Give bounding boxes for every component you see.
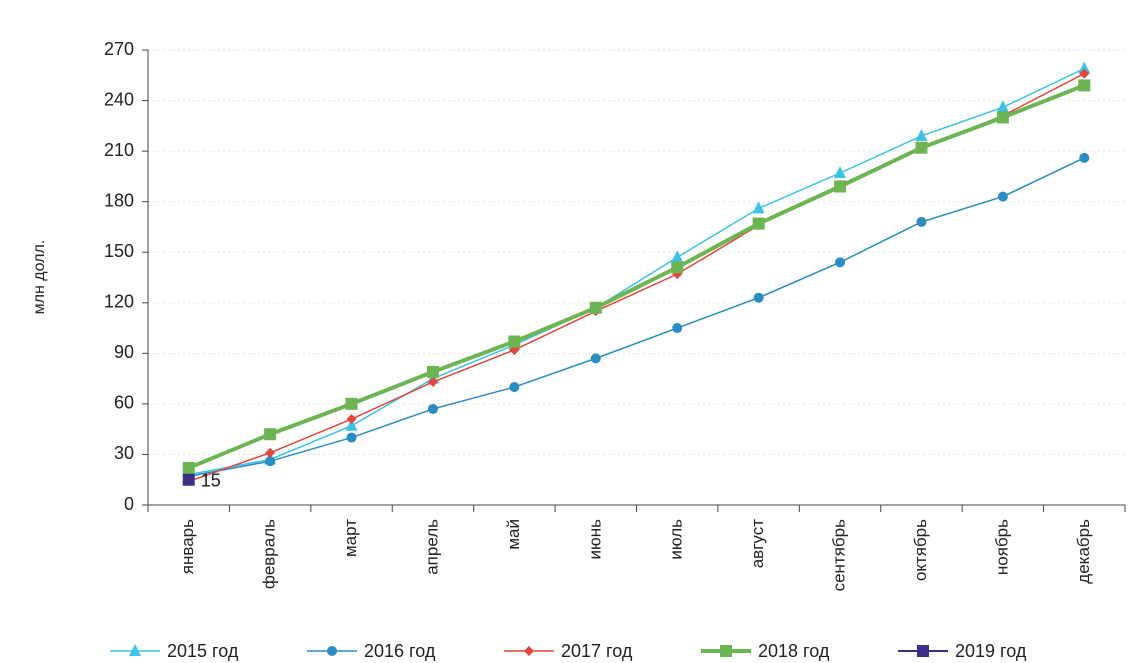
data-point [834,180,847,193]
y-tick-label: 180 [104,190,134,210]
data-point [346,414,357,425]
data-point [345,397,358,410]
y-tick-label: 120 [104,292,134,312]
data-point [1079,68,1090,79]
data-point [264,428,277,441]
x-tick-label: апрель [422,519,441,575]
legend-marker [524,646,534,656]
data-point [752,201,765,214]
y-tick-label: 0 [124,494,134,514]
y-tick-label: 150 [104,241,134,261]
data-point [427,403,438,414]
legend-label: 2015 год [167,641,239,661]
data-point [182,461,195,474]
legend: 2015 год 2016 год 2017 год 2018 год 2019 год [110,641,1027,661]
data-point [508,335,521,348]
data-point [182,473,195,486]
y-tick-label: 60 [114,393,134,413]
y-tick-label: 240 [104,89,134,109]
data-label: 15 [201,470,221,490]
data-point [671,250,684,263]
data-point [996,111,1009,124]
data-point [589,301,602,314]
x-tick-label: сентябрь [830,519,849,592]
legend-label: 2018 год [758,641,830,661]
data-point [1078,61,1091,74]
legend-marker [917,645,929,657]
data-point [265,456,276,467]
data-point [835,257,846,268]
data-point [672,323,683,334]
series-line [187,83,1086,470]
x-tick-label: ноябрь [992,519,1011,575]
x-tick-label: август [748,519,767,568]
data-point [426,365,439,378]
x-tick-label: май [504,519,523,550]
data-point [997,191,1008,202]
y-axis-label: млн долл. [31,240,48,315]
data-point [265,447,276,458]
data-point [915,128,928,141]
data-point [1078,79,1091,92]
data-point [915,141,928,154]
data-point [509,382,520,393]
y-tick-label: 210 [104,140,134,160]
legend-marker [129,644,141,656]
data-point [590,353,601,364]
data-point [753,292,764,303]
data-point [1079,152,1090,163]
data-point [834,166,847,179]
data-point [752,217,765,230]
x-tick-label: июль [667,519,686,560]
series-line [188,72,1085,483]
x-tick-label: октябрь [911,519,930,581]
x-tick-label: январь [178,519,197,574]
x-tick-label: март [341,519,360,557]
data-point [916,216,927,227]
x-tick-label: февраль [260,519,279,589]
data-point [671,261,684,274]
series-line [188,67,1085,476]
y-tick-label: 90 [114,342,134,362]
x-tick-label: июнь [585,519,604,560]
y-tick-label: 30 [114,443,134,463]
legend-marker [720,645,732,657]
legend-label: 2016 год [364,641,436,661]
data-point [346,432,357,443]
legend-label: 2019 год [955,641,1027,661]
data-point [427,376,438,387]
y-tick-label: 270 [104,39,134,59]
data-point [996,100,1009,113]
x-tick-label: декабрь [1074,519,1093,584]
data-point [345,418,358,431]
series-line [188,157,1085,478]
legend-label: 2017 год [561,641,633,661]
legend-marker [327,646,337,656]
